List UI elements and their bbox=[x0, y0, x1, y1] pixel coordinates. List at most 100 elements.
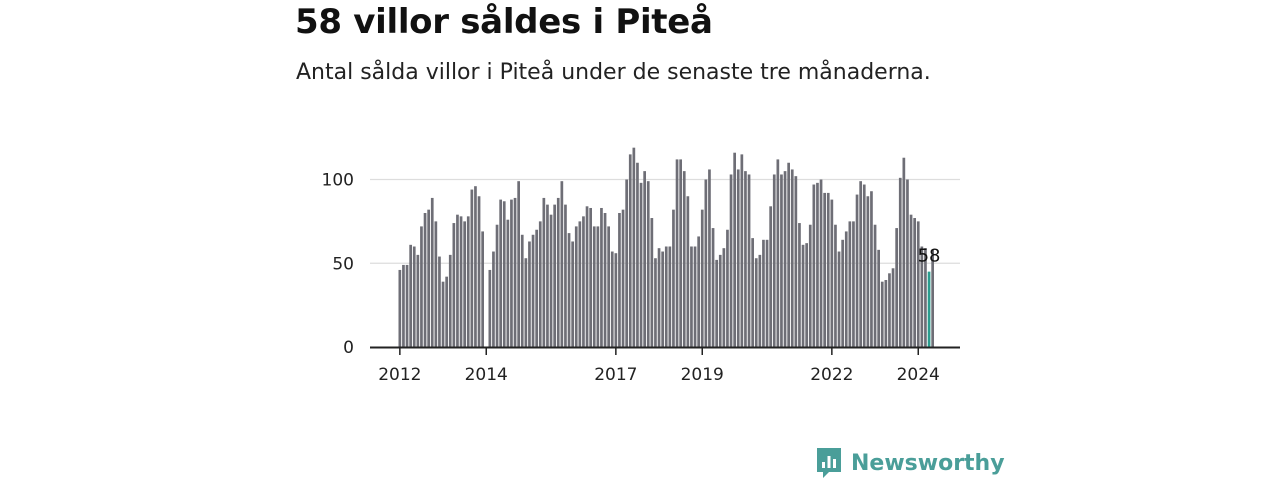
bar bbox=[502, 201, 506, 347]
bar bbox=[571, 241, 574, 347]
bar bbox=[452, 223, 456, 347]
bar bbox=[499, 199, 502, 347]
page-title: 58 villor såldes i Piteå bbox=[295, 2, 713, 42]
bar bbox=[600, 207, 603, 347]
bar bbox=[585, 206, 589, 347]
bar bbox=[740, 154, 744, 347]
bar bbox=[553, 204, 556, 347]
bar bbox=[722, 248, 726, 347]
bar bbox=[931, 249, 934, 347]
y-tick-label: 50 bbox=[332, 254, 354, 274]
bar bbox=[902, 157, 906, 347]
bar bbox=[686, 196, 690, 347]
bar bbox=[546, 204, 549, 347]
bar bbox=[852, 221, 855, 347]
bar bbox=[736, 169, 740, 347]
bar bbox=[816, 182, 819, 347]
bar bbox=[870, 191, 873, 347]
bar bbox=[880, 281, 884, 347]
bar bbox=[700, 209, 704, 347]
bar bbox=[628, 154, 632, 347]
bar bbox=[639, 182, 643, 347]
bar bbox=[898, 177, 902, 347]
bar bbox=[654, 258, 657, 347]
bar bbox=[693, 246, 697, 347]
bar bbox=[582, 216, 585, 347]
bar bbox=[906, 179, 909, 347]
bar bbox=[891, 268, 895, 347]
bar bbox=[643, 171, 646, 347]
bar bbox=[448, 254, 452, 347]
bar bbox=[708, 169, 711, 347]
bar bbox=[711, 228, 715, 347]
bar bbox=[927, 271, 931, 347]
bar bbox=[834, 224, 837, 347]
bar bbox=[618, 213, 621, 347]
bar bbox=[920, 246, 924, 347]
y-axis-ticks: 0 50 100 bbox=[322, 171, 354, 359]
bar bbox=[830, 199, 834, 347]
bar bbox=[715, 259, 718, 347]
bar bbox=[765, 239, 769, 347]
bar bbox=[848, 221, 852, 347]
bar bbox=[459, 216, 463, 347]
bar bbox=[650, 218, 654, 347]
bar bbox=[790, 169, 794, 347]
bar bbox=[798, 223, 801, 347]
brand-name: Newsworthy bbox=[851, 450, 1005, 476]
bar bbox=[542, 197, 546, 347]
bar bbox=[801, 244, 805, 347]
bar bbox=[416, 254, 420, 347]
bar bbox=[574, 226, 578, 347]
data-label-latest: 58 bbox=[918, 246, 941, 267]
bar bbox=[456, 214, 459, 347]
bar bbox=[463, 221, 466, 347]
bar bbox=[661, 251, 664, 347]
bar bbox=[664, 246, 668, 347]
bar bbox=[704, 179, 708, 347]
bar bbox=[402, 264, 405, 347]
bar bbox=[866, 196, 870, 347]
bar bbox=[657, 248, 661, 347]
bar bbox=[535, 229, 538, 347]
bar bbox=[632, 147, 636, 347]
annotations: 58 bbox=[918, 246, 941, 267]
bar bbox=[474, 186, 477, 347]
bar bbox=[434, 221, 438, 347]
bar bbox=[751, 238, 754, 347]
bar bbox=[430, 197, 434, 347]
bar bbox=[488, 269, 492, 347]
bar bbox=[492, 251, 495, 347]
bar bbox=[614, 253, 618, 347]
bar bbox=[672, 209, 675, 347]
bar bbox=[924, 248, 927, 347]
bar bbox=[560, 181, 564, 347]
bar bbox=[844, 231, 848, 347]
bar bbox=[783, 171, 787, 347]
bar bbox=[427, 209, 430, 347]
x-tick-label: 2022 bbox=[810, 365, 853, 385]
bar bbox=[520, 234, 524, 347]
bar bbox=[607, 226, 610, 347]
brand-logo: Newsworthy bbox=[815, 446, 1005, 480]
bar bbox=[690, 246, 693, 347]
bar bbox=[420, 226, 423, 347]
bar bbox=[441, 281, 445, 347]
bar bbox=[517, 181, 520, 347]
bar bbox=[668, 246, 672, 347]
bar bbox=[794, 176, 798, 347]
bar bbox=[466, 216, 470, 347]
bar bbox=[733, 152, 736, 347]
bar bbox=[913, 218, 916, 347]
bar bbox=[538, 221, 542, 347]
bar bbox=[675, 159, 679, 347]
bar bbox=[837, 251, 841, 347]
bar bbox=[812, 184, 816, 347]
bar bbox=[884, 280, 888, 347]
x-tick-label: 2014 bbox=[465, 365, 508, 385]
bar bbox=[754, 258, 758, 347]
bar bbox=[888, 273, 891, 347]
x-axis-ticks: 2012 2014 2017 2019 2022 2024 bbox=[378, 347, 940, 385]
x-tick-label: 2019 bbox=[681, 365, 724, 385]
